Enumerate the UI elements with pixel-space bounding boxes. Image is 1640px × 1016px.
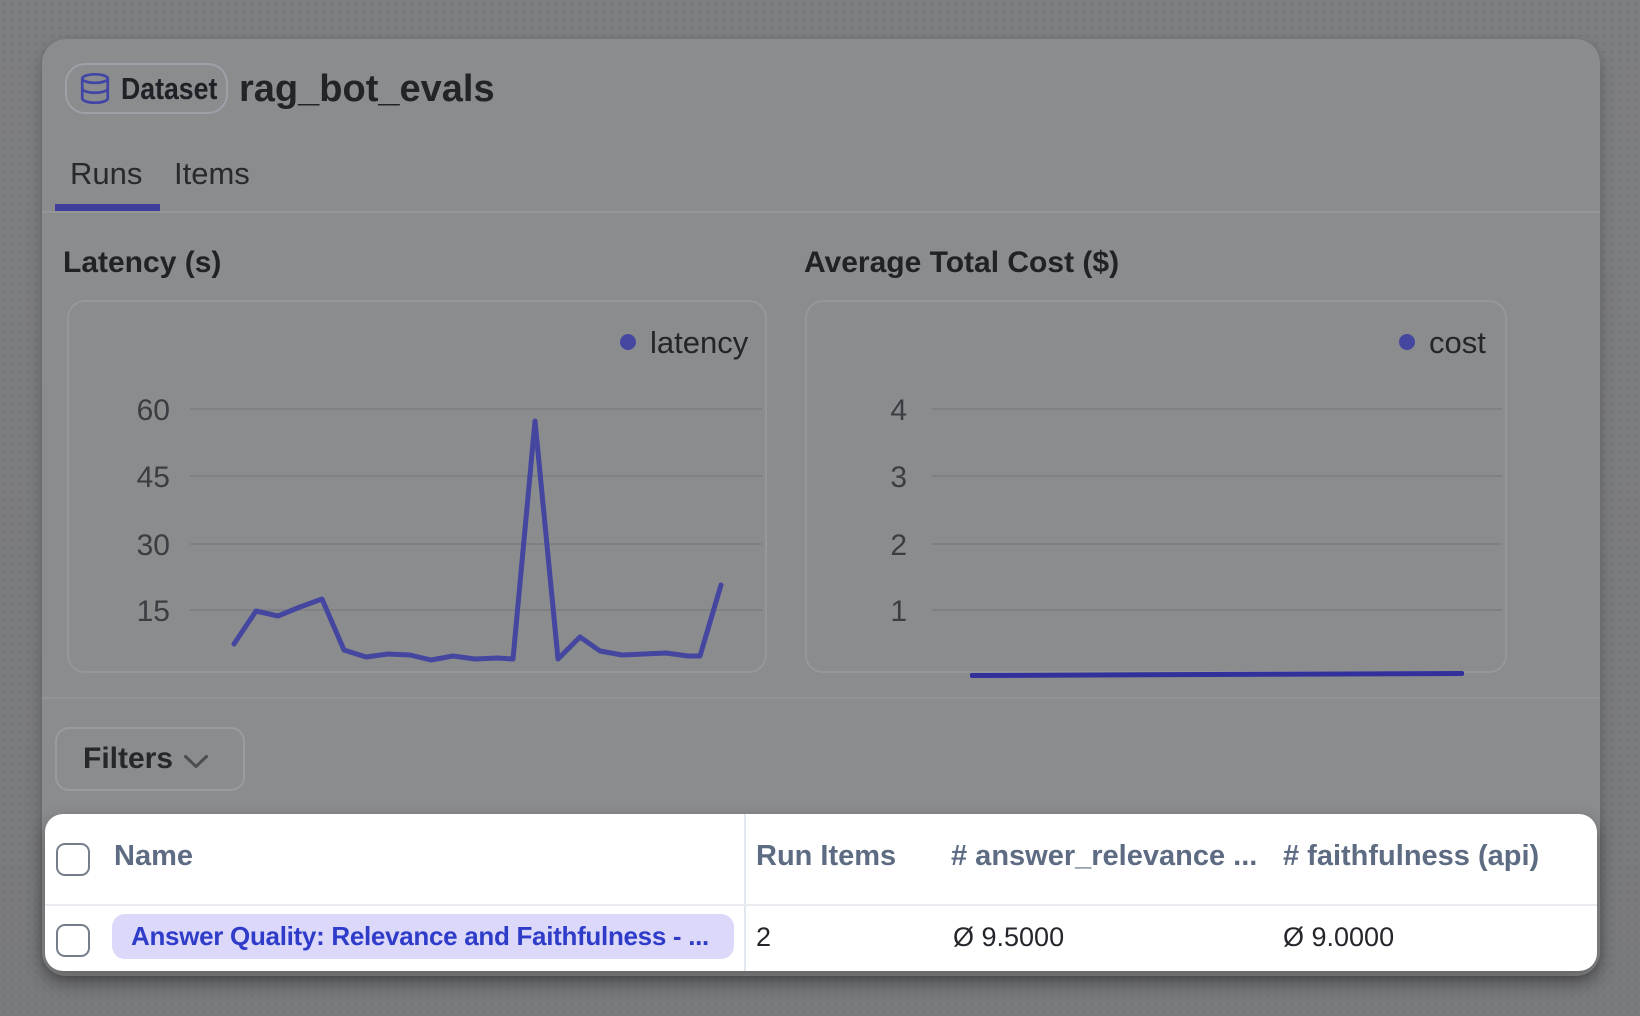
svg-text:1: 1 xyxy=(890,595,907,628)
svg-text:2: 2 xyxy=(890,529,907,562)
svg-text:3: 3 xyxy=(890,461,907,494)
svg-text:15: 15 xyxy=(137,595,170,628)
svg-text:45: 45 xyxy=(137,461,170,494)
svg-text:30: 30 xyxy=(137,529,170,562)
svg-text:cost: cost xyxy=(1429,325,1486,360)
svg-text:60: 60 xyxy=(137,394,170,427)
svg-text:latency: latency xyxy=(650,325,749,360)
svg-text:4: 4 xyxy=(890,394,907,427)
